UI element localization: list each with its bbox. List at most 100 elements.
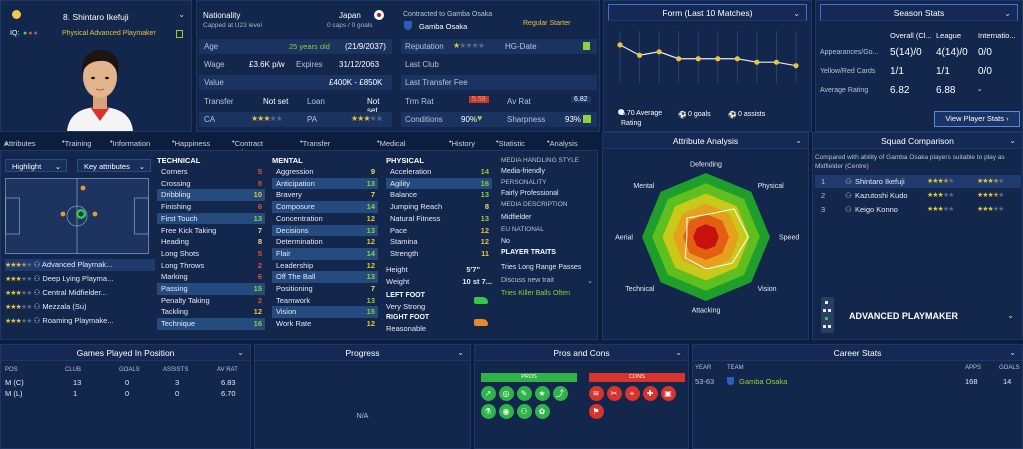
wrench-icon[interactable]: ✎ <box>516 385 532 401</box>
tab-information[interactable]: • Information <box>110 137 151 148</box>
club-link[interactable]: Gamba Osaka <box>419 22 468 31</box>
form-point[interactable] <box>676 56 682 62</box>
role-item[interactable]: ★★★★★ ⚇ Roaming Playmake... <box>5 315 155 327</box>
form-point[interactable] <box>636 52 643 58</box>
season-header[interactable]: Season Stats ⌄ <box>820 4 1018 21</box>
tab-history[interactable]: • History <box>449 137 475 148</box>
squad-row[interactable]: 1 ⚇ Shintaro Ikefuji ★★★★★ ★★★★★ <box>815 175 1021 188</box>
form-point[interactable] <box>754 59 760 65</box>
attribute-row[interactable]: Long Shots 5 <box>157 248 265 260</box>
attribute-row[interactable]: Vision 15 <box>272 306 378 319</box>
tab-statistic[interactable]: • Statistic <box>496 137 525 148</box>
attribute-row[interactable]: Natural Fitness 13 <box>386 213 492 225</box>
chevron-down-icon[interactable]: ⌄ <box>675 348 682 357</box>
target-icon[interactable]: ◎ <box>498 385 514 401</box>
attribute-row[interactable]: Stamina 12 <box>386 236 492 248</box>
attribute-row[interactable]: Composure 14 <box>272 201 378 213</box>
attribute-row[interactable]: Leadership 12 <box>272 260 378 272</box>
attribute-row[interactable]: Crossing 5 <box>157 178 265 190</box>
career-header[interactable]: Career Stats ⌄ <box>693 345 1022 361</box>
tab-analysis[interactable]: • Analysis <box>547 137 578 148</box>
positioning-icon[interactable]: ⌖ <box>624 385 640 401</box>
form-point[interactable] <box>656 49 662 55</box>
attribute-row[interactable]: Aggression 9 <box>272 166 378 178</box>
attribute-row[interactable]: Anticipation 13 <box>272 177 378 190</box>
attribute-row[interactable]: Flair 14 <box>272 247 378 260</box>
attribute-row[interactable]: Decisions 13 <box>272 224 378 237</box>
progress-header[interactable]: Progress ⌄ <box>255 345 470 361</box>
attribute-row[interactable]: Passing 15 <box>157 283 265 295</box>
chevron-down-icon[interactable]: ⌄ <box>795 136 802 145</box>
card-icon[interactable]: ▣ <box>660 385 676 401</box>
attribute-row[interactable]: Off The Ball 13 <box>272 271 378 283</box>
flag-icon[interactable]: ⚑ <box>588 403 604 419</box>
attribute-row[interactable]: Determination 12 <box>272 236 378 248</box>
tab-medical-report[interactable]: • Medical Report <box>377 137 405 157</box>
attribute-row[interactable]: Heading 8 <box>157 236 265 248</box>
attribute-row[interactable]: First Touch 13 <box>157 212 265 225</box>
squad-row[interactable]: 2 ⚇ Kazutoshi Kudo ★★★★★ ★★★★★ <box>815 189 1021 202</box>
squad-header[interactable]: Squad Comparison ⌄ <box>813 133 1022 149</box>
chevron-down-icon[interactable]: ⌄ <box>1009 136 1016 145</box>
role-lock-icon[interactable] <box>176 30 183 38</box>
brain-icon[interactable]: ✿ <box>534 403 550 419</box>
chevron-down-icon[interactable]: ⌄ <box>237 348 244 357</box>
attribute-row[interactable]: Dribbling 10 <box>157 189 265 202</box>
form-point[interactable] <box>695 56 701 62</box>
attribute-row[interactable]: Long Throws 2 <box>157 260 265 272</box>
attribute-row[interactable]: Tackling 12 <box>157 306 265 318</box>
highlight-dropdown[interactable]: Highlight ⌄ <box>5 159 67 172</box>
attribute-row[interactable]: Teamwork 13 <box>272 295 378 307</box>
chevron-down-icon[interactable]: ⌄ <box>457 348 464 357</box>
heading-icon[interactable]: ✂ <box>606 385 622 401</box>
key-attributes-dropdown[interactable]: Key attributes ⌄ <box>77 159 151 172</box>
pass-icon[interactable]: ↗ <box>480 385 496 401</box>
view-player-stats-button[interactable]: View Player Stats › <box>934 111 1020 127</box>
tab-contract-info[interactable]: • Contract Info <box>232 137 263 157</box>
role-item[interactable]: ★★★★★ ⚇ Mezzala (Su) <box>5 301 155 313</box>
form-point[interactable] <box>793 63 799 69</box>
attribute-row[interactable]: Positioning 7 <box>272 283 378 295</box>
set-piece-icon[interactable]: ✚ <box>642 385 658 401</box>
attribute-row[interactable]: Bravery 7 <box>272 189 378 201</box>
team-icon[interactable]: ⚇ <box>516 403 532 419</box>
tab-transfer-status[interactable]: • Transfer Status <box>300 137 330 157</box>
form-point[interactable] <box>617 42 623 48</box>
chevron-down-icon[interactable]: ⌄ <box>178 10 185 19</box>
tab-training[interactable]: • Training <box>62 137 92 148</box>
role-item[interactable]: ★★★★★ ⚇ Deep Lying Playma... <box>5 273 155 285</box>
attribute-row[interactable]: Acceleration 14 <box>386 166 492 178</box>
star-icon[interactable]: ★ <box>534 385 550 401</box>
role-item[interactable]: ★★★★★ ⚇ Central Midfielder... <box>5 287 155 299</box>
attribute-row[interactable]: Technique 16 <box>157 318 265 330</box>
form-header[interactable]: Form (Last 10 Matches) ⌄ <box>608 4 807 21</box>
weak-foot-icon[interactable]: ≋ <box>588 385 604 401</box>
games-header[interactable]: Games Played In Position ⌄ <box>1 345 250 361</box>
squad-row[interactable]: 3 ⚇ Keigo Konno ★★★★★ ★★★★★ <box>815 203 1021 216</box>
attr-analysis-header[interactable]: Attribute Analysis ⌄ <box>603 133 808 149</box>
tab-happiness[interactable]: • Happiness <box>172 137 211 148</box>
attribute-row[interactable]: Free Kick Taking 7 <box>157 225 265 237</box>
form-point[interactable] <box>734 56 740 62</box>
discuss-trait-dropdown[interactable]: Discuss new trait ⌄ <box>501 277 595 285</box>
attribute-row[interactable]: Corners 5 <box>157 166 265 178</box>
chevron-down-icon[interactable]: ⌄ <box>1004 9 1011 18</box>
player-name-dropdown[interactable]: 8. Shintaro Ikefuji ⌄ IQ: ●●● Physical A… <box>1 1 193 38</box>
chevron-down-icon[interactable]: ⌄ <box>1009 348 1016 357</box>
attribute-row[interactable]: Agility 16 <box>386 177 492 190</box>
eye-icon[interactable]: ◉ <box>498 403 514 419</box>
career-team[interactable]: Gamba Osaka <box>739 377 788 386</box>
attribute-row[interactable]: Penalty Taking 2 <box>157 295 265 307</box>
attribute-row[interactable]: Strength 11 <box>386 248 492 260</box>
attribute-row[interactable]: Marking 6 <box>157 271 265 283</box>
attribute-row[interactable]: Concentration 12 <box>272 213 378 225</box>
attribute-row[interactable]: Balance 13 <box>386 189 492 201</box>
form-point[interactable] <box>715 56 721 62</box>
attribute-row[interactable]: Jumping Reach 8 <box>386 201 492 213</box>
attribute-row[interactable]: Finishing 6 <box>157 201 265 213</box>
trend-icon[interactable]: ⤴ <box>552 385 568 401</box>
chevron-down-icon[interactable]: ⌄ <box>793 9 800 18</box>
form-point[interactable] <box>773 59 780 65</box>
chevron-down-icon[interactable]: ⌄ <box>1007 311 1014 320</box>
attribute-row[interactable]: Work Rate 12 <box>272 318 378 330</box>
